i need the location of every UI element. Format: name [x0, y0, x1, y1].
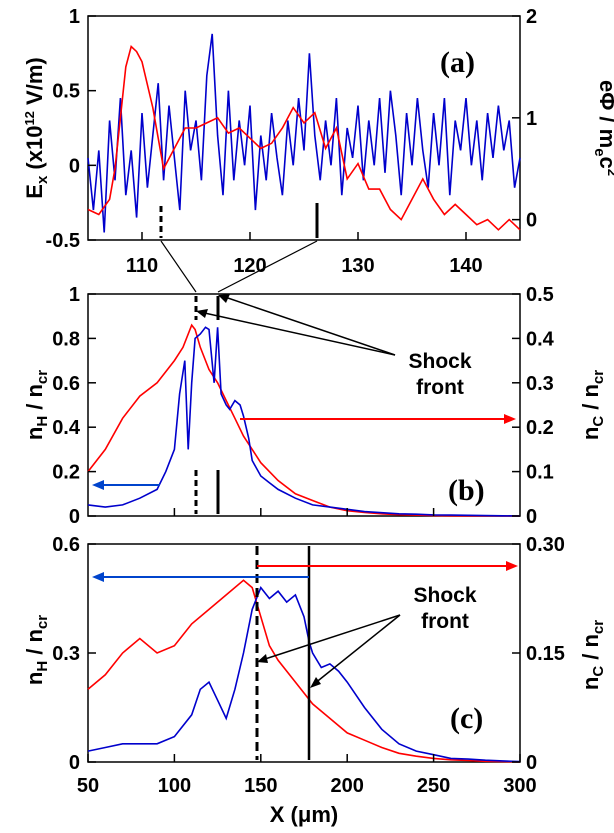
panel-c-xtick-label: 100 [158, 775, 191, 797]
panel-a-xtick-label: 140 [449, 255, 482, 277]
panel-c-ytick-label: 0.3 [52, 643, 80, 665]
panel-c-xtick-label: 300 [503, 775, 536, 797]
panel-b: 0 0.2 0.4 0.6 0.8 1 0 0.1 0.2 0.3 0.4 0.5 Shock fron… [22, 284, 607, 528]
panel-c-series [87, 579, 521, 763]
panel-c-arrowhead-1 [257, 654, 268, 663]
panel-a-xtick-label: 130 [341, 255, 374, 277]
panel-b-arrow-1 [199, 311, 396, 356]
panel-a-label: (a) [440, 46, 475, 79]
panel-b-ytick-label: 0.6 [52, 373, 80, 395]
panel-b-y2tick-label: 0.3 [526, 373, 554, 395]
panel-b-ytick-label: 0.2 [52, 462, 80, 484]
panel-c-red-arrowhead [506, 561, 518, 571]
panel-b-y2label: nC / ncr [578, 370, 607, 440]
panel-b-label: (b) [448, 474, 485, 507]
panel-a-ytick-label: 1 [69, 6, 80, 28]
panel-c-ytick-label: 0.6 [52, 534, 80, 556]
panel-b-ticks: 0 0.2 0.4 0.6 0.8 1 0 0.1 0.2 0.3 0.4 0.5 [52, 284, 554, 528]
panel-b-ytick-label: 0.4 [52, 417, 81, 439]
panel-c-arrow-1 [261, 614, 401, 661]
panel-a-series-0-line [87, 33, 521, 233]
panel-c-xtick-label: 250 [417, 775, 450, 797]
panel-a-ticks: -0.5 0 0.5 1 0 1 2 110 120 130 140 [46, 6, 538, 277]
panel-b-y2tick-label: 0.2 [526, 417, 554, 439]
panel-a-xtick-label: 120 [233, 255, 266, 277]
panel-b-series [87, 323, 521, 517]
panel-b-arrowhead-2 [218, 294, 230, 303]
panel-c-xtick-label: 50 [77, 775, 99, 797]
panel-a-y2tick-label: 2 [526, 6, 537, 28]
panel-c-arrow-2 [313, 614, 401, 685]
panel-b-y2tick-label: 0 [526, 506, 537, 528]
panel-c-ytick-label: 0 [69, 752, 80, 774]
panel-c-y2label: nC / ncr [578, 620, 607, 690]
panel-b-ytick-label: 0 [69, 506, 80, 528]
panel-b-annotation: Shock front [408, 350, 471, 399]
panel-b-red-arrowhead [504, 414, 516, 424]
panel-c-ticks: 0 0.3 0.6 0 0.15 0.30 50 100 150 200 250 300 [52, 534, 565, 797]
panel-b-frame [87, 293, 521, 517]
panel-a-ylabel: Ex (x1012 V/m) [22, 57, 51, 198]
panel-c-blue-arrowhead [92, 572, 104, 582]
panel-c: 0 0.3 0.6 0 0.15 0.30 50 100 150 200 250 300 Shock f… [22, 534, 607, 827]
panel-a-series [87, 33, 521, 233]
panel-c-ylabel: nH / ncr [22, 615, 51, 685]
panel-a-ytick-label: 0.5 [52, 81, 80, 103]
panel-b-y2tick-label: 0.5 [526, 284, 554, 306]
panel-a-xtick-label: 110 [126, 255, 158, 277]
panel-a-y2tick-label: 0 [526, 210, 537, 232]
panel-c-xtick-label: 200 [331, 775, 364, 797]
panel-b-y2tick-label: 0.4 [526, 328, 555, 350]
panel-b-series-1-line [87, 326, 521, 517]
panel-a-ytick-label: 0 [69, 155, 80, 177]
connector-dashed [160, 240, 197, 293]
panel-c-arrowhead-2 [310, 677, 321, 688]
panel-b-y2tick-label: 0.1 [526, 462, 554, 484]
panel-c-y2tick-label: 0 [526, 752, 537, 774]
panel-b-blue-arrowhead [92, 480, 104, 490]
connector-solid [217, 240, 318, 293]
panel-a-y2tick-label: 1 [526, 108, 537, 130]
panel-b-ylabel: nH / ncr [22, 370, 51, 440]
panel-c-label: (c) [450, 702, 483, 735]
x-axis-label: X (μm) [270, 802, 338, 827]
panel-a-ytick-label: -0.5 [46, 230, 80, 252]
panel-a: -0.5 0 0.5 1 0 1 2 110 120 130 140 (a) Ex (x1012 V… [22, 6, 614, 277]
panel-b-arrow-2 [221, 295, 396, 356]
panel-c-series-0-line [87, 579, 521, 763]
panel-a-frame [87, 15, 521, 241]
panel-b-ytick-label: 0.8 [52, 328, 80, 350]
panel-c-annotation: Shock front [413, 584, 476, 633]
panel-c-series-1-line [87, 586, 521, 763]
panel-c-xtick-label: 150 [244, 775, 277, 797]
panel-b-ytick-label: 1 [69, 284, 80, 306]
panel-b-arrowhead-1 [196, 309, 208, 318]
panel-a-series-1-line [87, 44, 521, 231]
panel-a-y2label: eΦ / mec2 [591, 80, 614, 176]
panel-c-y2tick-label: 0.15 [526, 643, 565, 665]
panel-c-y2tick-label: 0.30 [526, 534, 565, 556]
